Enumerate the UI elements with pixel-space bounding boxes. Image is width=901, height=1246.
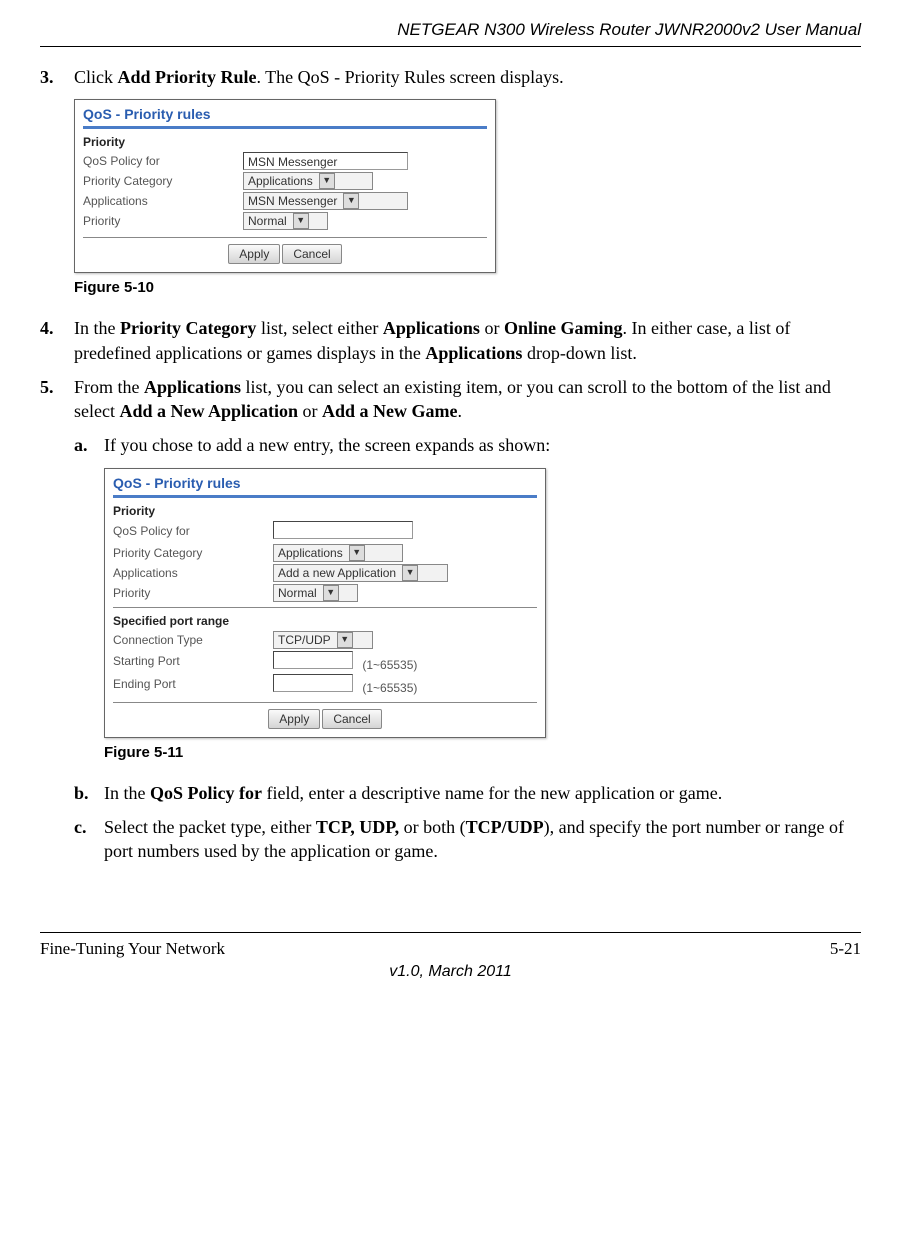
figure-5-11-caption: Figure 5-11 <box>104 744 861 761</box>
panel1-row-category: Priority Category Applications ▼ <box>75 171 495 191</box>
panel1-category-label: Priority Category <box>83 174 243 188</box>
chevron-down-icon: ▼ <box>319 173 335 189</box>
chevron-down-icon: ▼ <box>293 213 309 229</box>
panel2-category-value: Applications <box>278 546 343 560</box>
chevron-down-icon: ▼ <box>349 545 365 561</box>
panel2-row-policy: QoS Policy for <box>105 520 545 543</box>
step-5a-number: a. <box>74 433 104 457</box>
footer-right: 5-21 <box>830 939 861 959</box>
apply-button[interactable]: Apply <box>228 244 280 264</box>
footer-rule <box>40 932 861 933</box>
panel2-sep-mid <box>113 607 537 608</box>
panel1-row-policy: QoS Policy for MSN Messenger <box>75 151 495 171</box>
step-5b-number: b. <box>74 781 104 805</box>
header-rule <box>40 46 861 47</box>
step-3-pre: Click <box>74 67 118 87</box>
footer-version: v1.0, March 2011 <box>40 963 861 981</box>
panel2-conn-select[interactable]: TCP/UDP ▼ <box>273 631 373 649</box>
step-5c-number: c. <box>74 815 104 864</box>
panel2-endport-input[interactable] <box>273 674 353 692</box>
panel1-policy-input[interactable]: MSN Messenger <box>243 152 408 170</box>
panel2-row-endport: Ending Port (1~65535) <box>105 673 545 696</box>
panel1-apps-select[interactable]: MSN Messenger ▼ <box>243 192 408 210</box>
chevron-down-icon: ▼ <box>402 565 418 581</box>
chevron-down-icon: ▼ <box>343 193 359 209</box>
panel2-sep-top <box>113 495 537 498</box>
panel1-priority-value: Normal <box>248 214 287 228</box>
step-5-number: 5. <box>40 375 74 424</box>
panel1-section-priority: Priority <box>75 135 495 151</box>
step-3: 3. Click Add Priority Rule. The QoS - Pr… <box>40 65 861 89</box>
step-5-text: From the Applications list, you can sele… <box>74 375 861 424</box>
step-5a: a. If you chose to add a new entry, the … <box>74 433 861 457</box>
panel2-category-label: Priority Category <box>113 546 273 560</box>
page-header-title: NETGEAR N300 Wireless Router JWNR2000v2 … <box>40 20 861 46</box>
panel1-apps-value: MSN Messenger <box>248 194 337 208</box>
step-5b-text: In the QoS Policy for field, enter a des… <box>104 781 861 805</box>
panel2-title: QoS - Priority rules <box>105 469 545 493</box>
panel2-section-portrange: Specified port range <box>105 614 545 630</box>
panel2-category-select[interactable]: Applications ▼ <box>273 544 403 562</box>
step-4: 4. In the Priority Category list, select… <box>40 316 861 365</box>
panel1-priority-select[interactable]: Normal ▼ <box>243 212 328 230</box>
panel2-apps-label: Applications <box>113 566 273 580</box>
step-3-text: Click Add Priority Rule. The QoS - Prior… <box>74 65 861 89</box>
qos-panel-2: QoS - Priority rules Priority QoS Policy… <box>104 468 546 738</box>
panel2-priority-select[interactable]: Normal ▼ <box>273 584 358 602</box>
panel1-row-apps: Applications MSN Messenger ▼ <box>75 191 495 211</box>
panel1-priority-label: Priority <box>83 214 243 228</box>
panel1-apps-label: Applications <box>83 194 243 208</box>
panel2-policy-input[interactable] <box>273 521 413 539</box>
panel2-row-category: Priority Category Applications ▼ <box>105 543 545 563</box>
step-4-text: In the Priority Category list, select ei… <box>74 316 861 365</box>
panel2-endport-hint: (1~65535) <box>362 681 417 695</box>
panel2-apps-select[interactable]: Add a new Application ▼ <box>273 564 448 582</box>
step-5c-text: Select the packet type, either TCP, UDP,… <box>104 815 861 864</box>
panel2-policy-label: QoS Policy for <box>113 524 273 538</box>
panel2-conn-label: Connection Type <box>113 633 273 647</box>
panel2-row-priority: Priority Normal ▼ <box>105 583 545 603</box>
step-3-post: . The QoS - Priority Rules screen displa… <box>257 67 564 87</box>
chevron-down-icon: ▼ <box>323 585 339 601</box>
panel2-startport-input[interactable] <box>273 651 353 669</box>
panel1-category-select[interactable]: Applications ▼ <box>243 172 373 190</box>
panel2-startport-hint: (1~65535) <box>362 658 417 672</box>
panel2-priority-label: Priority <box>113 586 273 600</box>
cancel-button[interactable]: Cancel <box>282 244 341 264</box>
panel2-conn-value: TCP/UDP <box>278 633 331 647</box>
panel2-button-row: ApplyCancel <box>113 702 537 737</box>
panel2-endport-label: Ending Port <box>113 677 273 691</box>
step-5c: c. Select the packet type, either TCP, U… <box>74 815 861 864</box>
apply-button[interactable]: Apply <box>268 709 320 729</box>
panel2-priority-value: Normal <box>278 586 317 600</box>
panel1-category-value: Applications <box>248 174 313 188</box>
figure-5-10-caption: Figure 5-10 <box>74 279 861 296</box>
step-5b: b. In the QoS Policy for field, enter a … <box>74 781 861 805</box>
page-footer: Fine-Tuning Your Network 5-21 <box>40 937 861 959</box>
panel2-row-apps: Applications Add a new Application ▼ <box>105 563 545 583</box>
panel1-policy-label: QoS Policy for <box>83 154 243 168</box>
panel1-button-row: ApplyCancel <box>83 237 487 272</box>
step-5a-text: If you chose to add a new entry, the scr… <box>104 433 861 457</box>
panel1-row-priority: Priority Normal ▼ <box>75 211 495 231</box>
step-3-number: 3. <box>40 65 74 89</box>
cancel-button[interactable]: Cancel <box>322 709 381 729</box>
panel1-sep-top <box>83 126 487 129</box>
footer-left: Fine-Tuning Your Network <box>40 939 225 959</box>
panel1-title: QoS - Priority rules <box>75 100 495 124</box>
step-3-bold: Add Priority Rule <box>118 67 257 87</box>
step-4-number: 4. <box>40 316 74 365</box>
qos-panel-1: QoS - Priority rules Priority QoS Policy… <box>74 99 496 273</box>
panel2-row-conn: Connection Type TCP/UDP ▼ <box>105 630 545 650</box>
panel2-row-startport: Starting Port (1~65535) <box>105 650 545 673</box>
panel2-section-priority: Priority <box>105 504 545 520</box>
chevron-down-icon: ▼ <box>337 632 353 648</box>
panel2-startport-label: Starting Port <box>113 654 273 668</box>
panel2-apps-value: Add a new Application <box>278 566 396 580</box>
step-5: 5. From the Applications list, you can s… <box>40 375 861 424</box>
